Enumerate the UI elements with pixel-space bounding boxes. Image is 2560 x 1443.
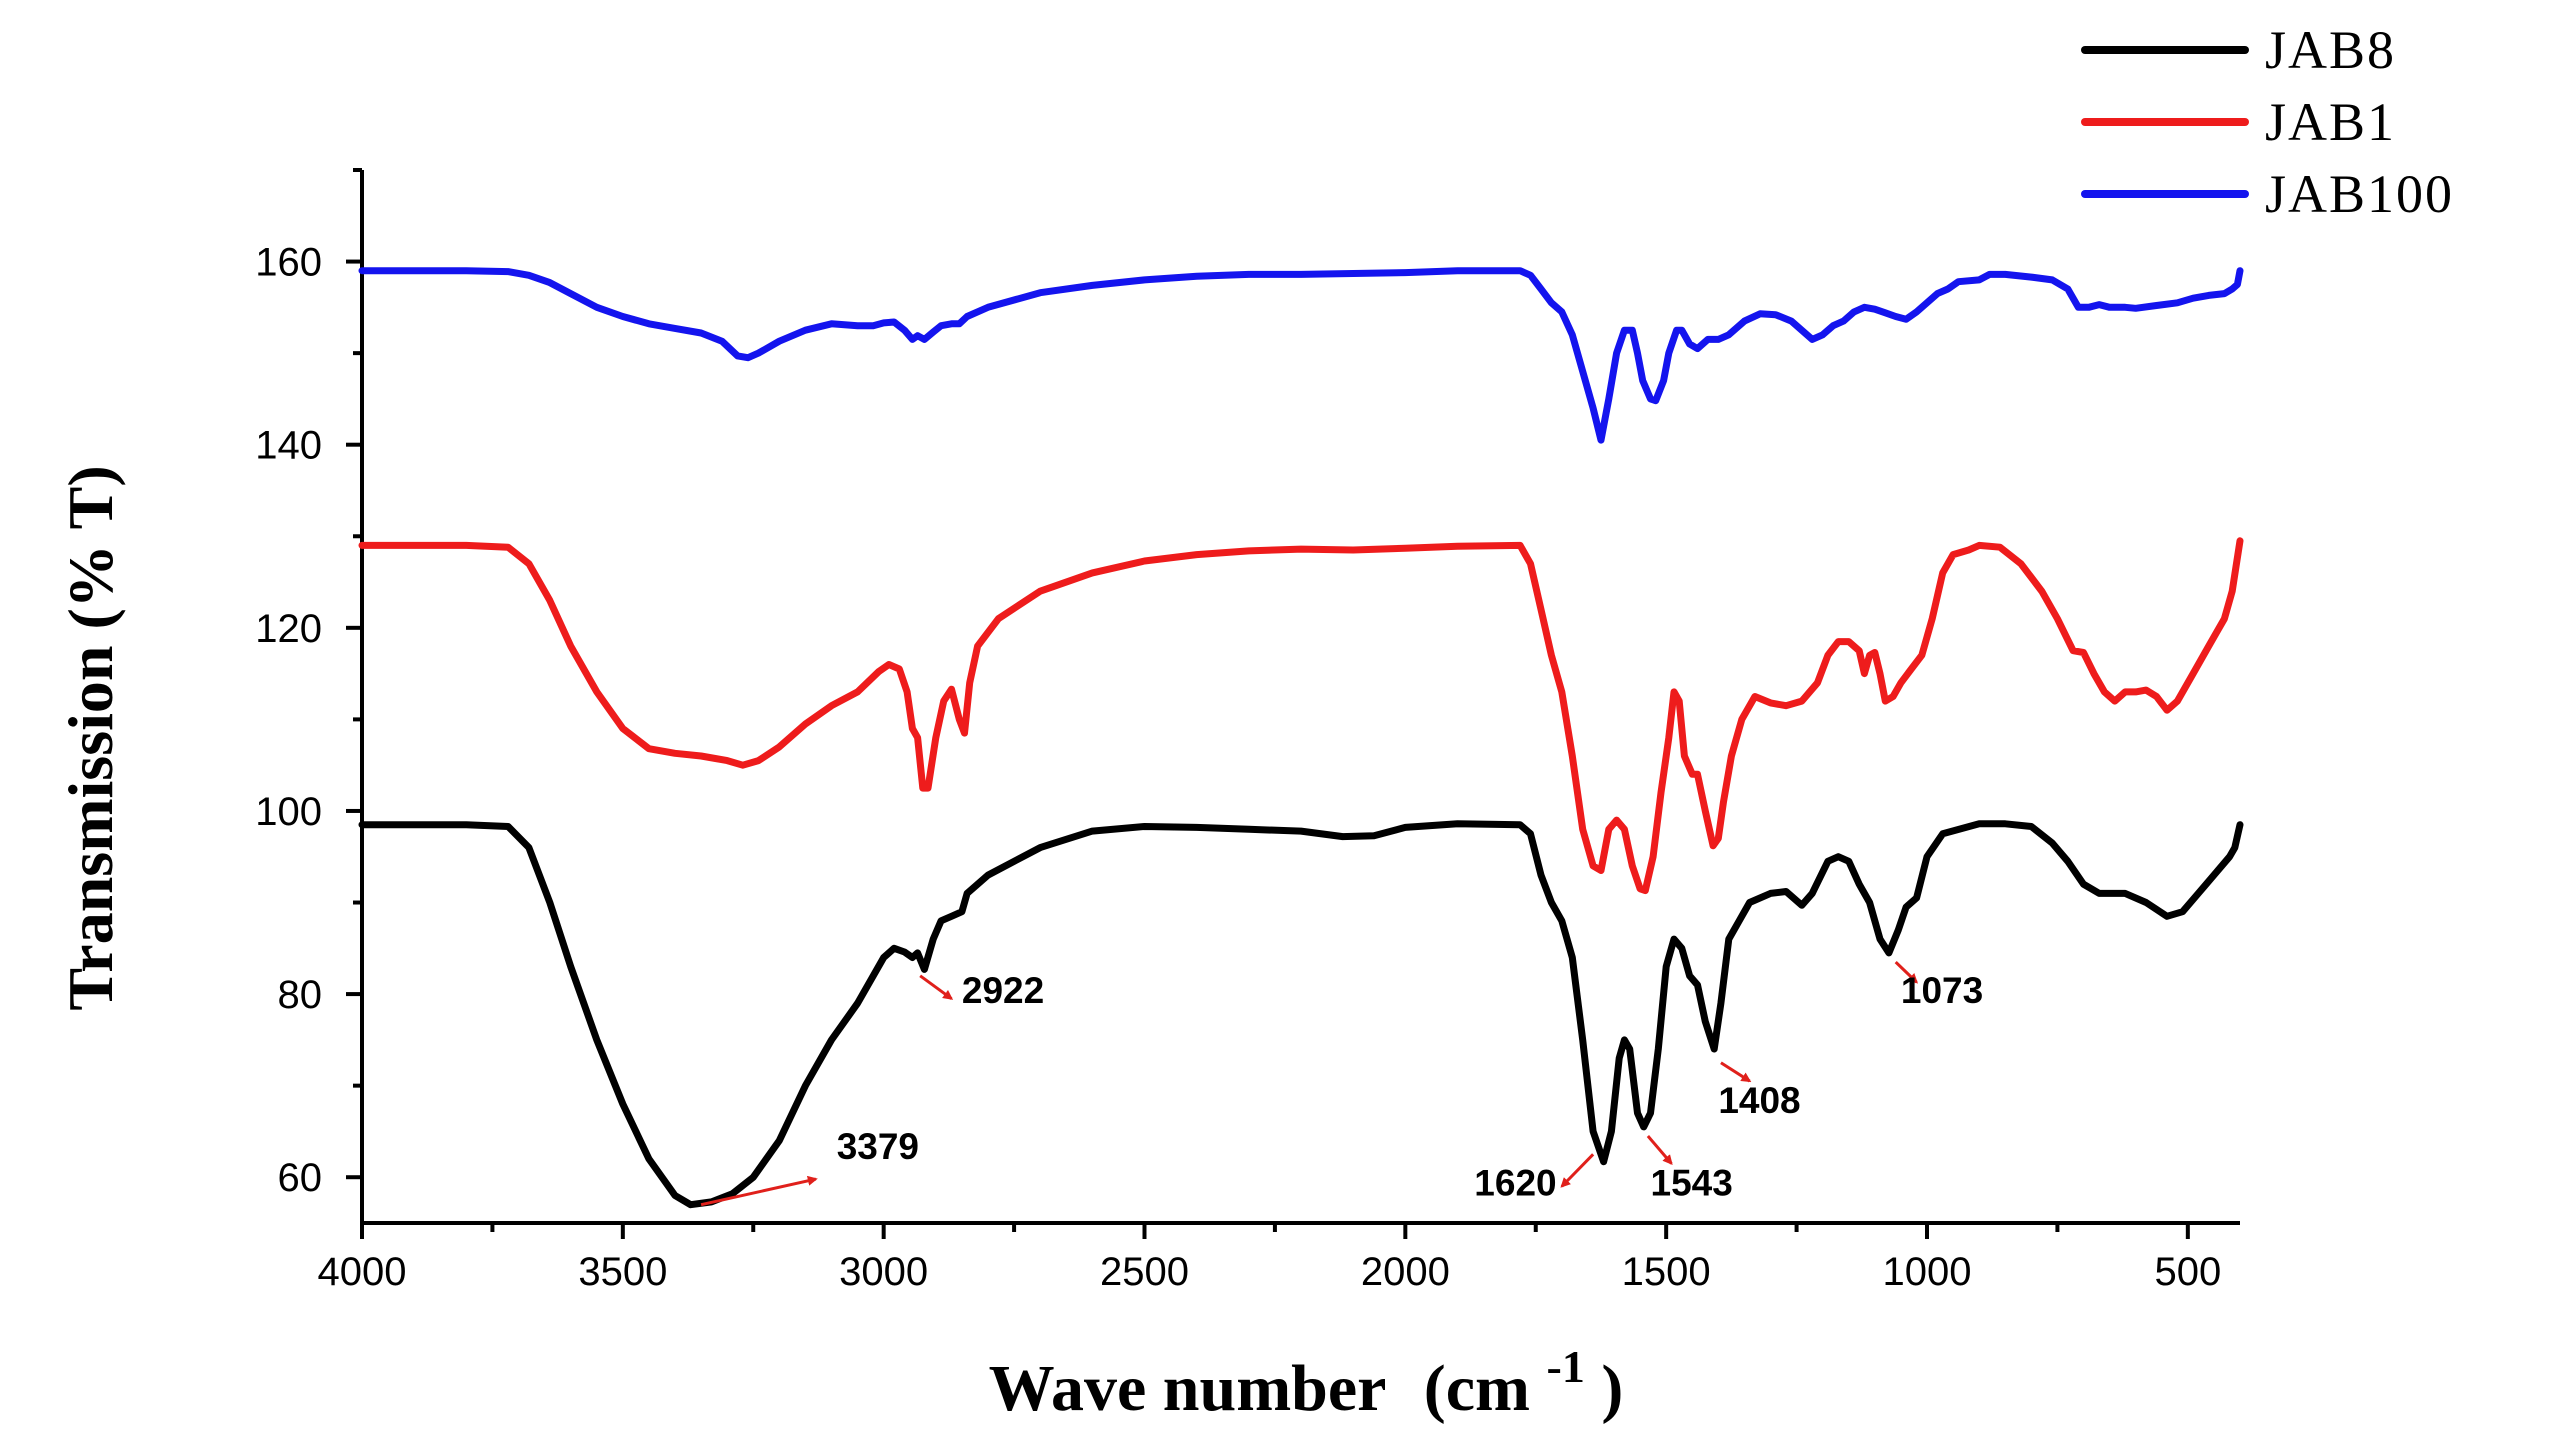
x-tick-label: 4000 <box>318 1250 407 1294</box>
x-axis-title-close: ) <box>1601 1352 1623 1425</box>
annotation-label: 1408 <box>1718 1080 1800 1121</box>
legend: JAB8 JAB1 JAB100 <box>2081 20 2454 224</box>
legend-label: JAB100 <box>2265 164 2454 224</box>
series-group <box>358 267 2244 1209</box>
x-axis-title-unit: (cm <box>1424 1352 1530 1425</box>
annotation-arrow <box>1560 1153 1595 1188</box>
legend-label: JAB1 <box>2265 92 2396 152</box>
annotation-label: 2922 <box>962 970 1044 1011</box>
annotation-label: 1620 <box>1474 1163 1556 1204</box>
y-tick-label: 100 <box>255 790 322 834</box>
series-line-jab8 <box>358 820 2244 1209</box>
x-axis-title: Wave number (cm -1 ) <box>989 1324 1624 1425</box>
series-line-jab1 <box>358 537 2244 895</box>
annotation-label: 3379 <box>837 1126 919 1167</box>
annotation-arrow <box>1894 960 1919 984</box>
x-tick-label: 1000 <box>1883 1250 1972 1294</box>
y-axis-title: Transmission (% T) <box>55 465 126 1010</box>
x-tick-label: 500 <box>2154 1250 2221 1294</box>
annotation-arrow <box>700 1175 818 1207</box>
series-line-jab100 <box>358 267 2244 444</box>
y-tick-label: 160 <box>255 241 322 285</box>
x-tick-label: 2000 <box>1361 1250 1450 1294</box>
y-ticks: 60 80 100 120 140 160 <box>255 168 362 1200</box>
x-ticks: 4000 3500 3000 2500 2000 1500 1000 500 <box>318 1223 2221 1294</box>
legend-label: JAB8 <box>2265 20 2396 80</box>
x-tick-label: 3500 <box>578 1250 667 1294</box>
annotation-label: 1543 <box>1651 1163 1733 1204</box>
x-tick-label: 2500 <box>1100 1250 1189 1294</box>
annotation-label: 1073 <box>1901 970 1983 1011</box>
axes <box>360 170 2240 1225</box>
peak-annotations: 3379 2922 1620 1543 1408 1073 <box>700 960 1983 1207</box>
annotation-arrow <box>1720 1061 1752 1083</box>
x-tick-label: 3000 <box>839 1250 928 1294</box>
annotation-arrow <box>1646 1135 1673 1166</box>
y-tick-label: 120 <box>255 607 322 651</box>
x-axis-title-exponent: -1 <box>1547 1341 1585 1392</box>
y-tick-label: 60 <box>278 1156 323 1200</box>
y-tick-label: 80 <box>278 973 323 1017</box>
x-axis-title-text: Wave number (cm -1 ) <box>989 1324 1624 1425</box>
x-axis-title-main: Wave number <box>989 1352 1386 1425</box>
annotation-arrow <box>919 974 954 1000</box>
y-tick-label: 140 <box>255 424 322 468</box>
x-tick-label: 1500 <box>1622 1250 1711 1294</box>
